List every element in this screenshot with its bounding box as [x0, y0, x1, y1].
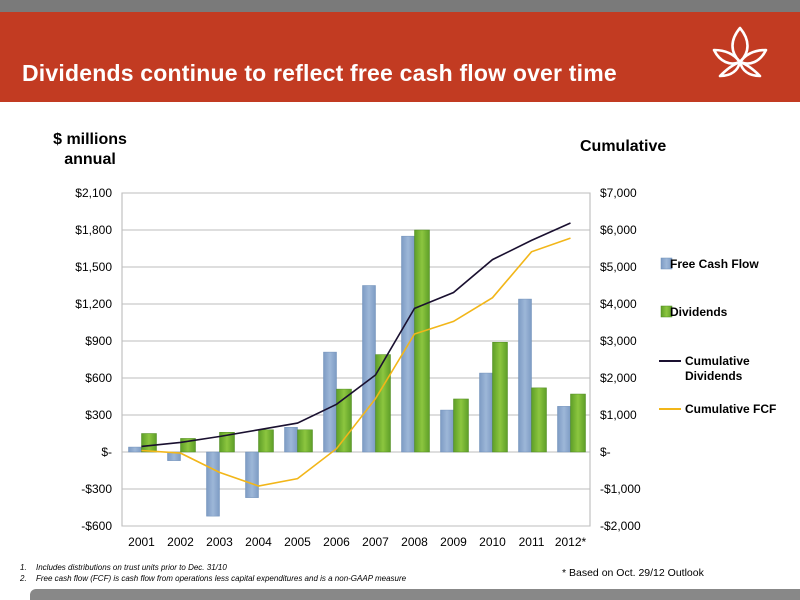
- right-axis-tick-label: $2,000: [600, 371, 637, 385]
- legend-key-free-cash-flow: [660, 257, 673, 270]
- right-axis-tick-label: $1,000: [600, 408, 637, 422]
- left-axis-tick-label: $2,100: [75, 186, 112, 200]
- bar-free-cash-flow: [479, 372, 493, 453]
- bar-free-cash-flow: [323, 351, 337, 453]
- bar-dividends: [453, 398, 469, 453]
- x-axis-tick-label: 2001: [128, 535, 155, 549]
- x-axis-tick-label: 2005: [284, 535, 311, 549]
- left-axis-tick-label: $1,200: [75, 297, 112, 311]
- x-axis-tick-label: 2010: [479, 535, 506, 549]
- company-logo-icon: [712, 26, 768, 78]
- bar-dividends: [414, 229, 430, 453]
- right-axis-tick-label: -$2,000: [600, 519, 641, 533]
- right-axis-title: Cumulative: [580, 138, 667, 155]
- legend-label-free-cash-flow: Free Cash Flow: [670, 257, 759, 271]
- left-axis-tick-label: $300: [85, 408, 112, 422]
- bar-dividends: [141, 433, 157, 453]
- bar-dividends: [219, 432, 235, 453]
- x-axis-tick-label: 2003: [206, 535, 233, 549]
- legend-label-cumulative-dividends: Cumulative Dividends: [685, 354, 750, 383]
- footnote-1: 1. Includes distributions on trust units…: [20, 563, 227, 572]
- x-axis-tick-label: 2012*: [555, 535, 587, 549]
- bar-free-cash-flow: [128, 446, 142, 453]
- footnotes: 1. Includes distributions on trust units…: [20, 562, 406, 584]
- top-bar: [0, 0, 800, 12]
- legend-key-dividends: [660, 305, 673, 318]
- outlook-note: * Based on Oct. 29/12 Outlook: [562, 567, 704, 579]
- x-axis-tick-label: 2007: [362, 535, 389, 549]
- x-axis-tick-label: 2004: [245, 535, 272, 549]
- footnote-2: 2. Free cash flow (FCF) is cash flow fro…: [20, 574, 407, 583]
- left-axis-tick-label: $900: [85, 334, 112, 348]
- right-axis-tick-label: $3,000: [600, 334, 637, 348]
- right-axis-tick-label: $5,000: [600, 260, 637, 274]
- bar-dividends: [531, 387, 547, 453]
- legend-label-cumulative-fcf: Cumulative FCF: [685, 402, 776, 416]
- bar-free-cash-flow: [245, 451, 259, 498]
- right-axis-tick-label: $7,000: [600, 186, 637, 200]
- right-axis-tick-label: $4,000: [600, 297, 637, 311]
- bar-free-cash-flow: [518, 298, 532, 453]
- x-axis-tick-label: 2011: [519, 535, 545, 549]
- bar-dividends: [570, 393, 586, 453]
- line-cumulative-fcf: [141, 237, 571, 487]
- bar-free-cash-flow: [206, 451, 220, 517]
- left-axis-tick-label: $-: [101, 445, 112, 459]
- bar-free-cash-flow: [284, 427, 298, 453]
- bar-dividends: [297, 429, 313, 453]
- left-axis-tick-label: $1,500: [75, 260, 112, 274]
- right-axis-tick-label: -$1,000: [600, 482, 641, 496]
- bar-dividends: [336, 388, 352, 453]
- x-axis-tick-label: 2009: [440, 535, 467, 549]
- bar-free-cash-flow: [557, 406, 571, 453]
- x-axis-tick-label: 2008: [401, 535, 428, 549]
- line-cumulative-dividends: [141, 222, 571, 448]
- left-axis-tick-label: $600: [85, 371, 112, 385]
- bar-free-cash-flow: [440, 409, 454, 453]
- x-axis-tick-label: 2006: [323, 535, 350, 549]
- left-axis-tick-label: -$300: [81, 482, 112, 496]
- bar-dividends: [258, 429, 274, 453]
- slide-title: Dividends continue to reflect free cash …: [22, 60, 617, 86]
- legend-label-dividends: Dividends: [670, 305, 728, 319]
- x-axis-tick-label: 2002: [167, 535, 194, 549]
- bar-dividends: [492, 341, 508, 453]
- left-axis-tick-label: -$600: [81, 519, 112, 533]
- left-axis-tick-label: $1,800: [75, 223, 112, 237]
- right-axis-tick-label: $6,000: [600, 223, 637, 237]
- bar-dividends: [375, 354, 391, 453]
- right-axis-tick-label: $-: [600, 445, 611, 459]
- title-banner: Dividends continue to reflect free cash …: [0, 12, 800, 102]
- bottom-bar: [30, 589, 800, 600]
- left-axis-title: $ millions annual: [53, 131, 127, 168]
- bar-free-cash-flow: [362, 285, 376, 453]
